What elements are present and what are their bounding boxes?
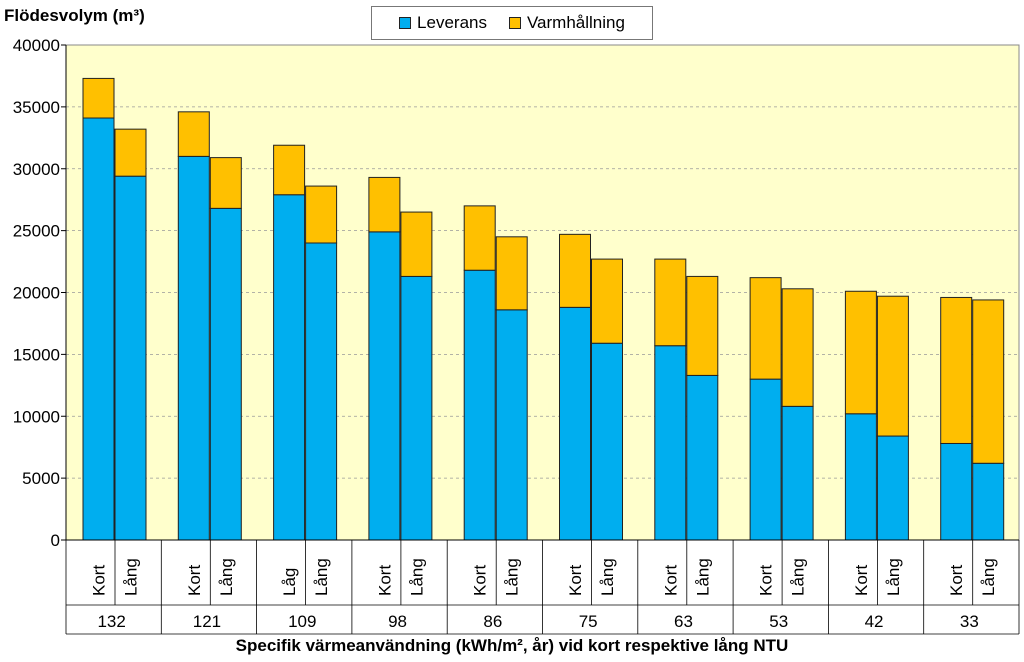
bar-varmhallning <box>495 236 528 311</box>
x-axis-table: Kort Lång 132 Kort Lång 121 Låg Lång 109 Kort Lång… <box>65 539 1020 635</box>
y-tick-label: 5000 <box>22 469 60 488</box>
x-subcategory-label: Lång <box>312 558 331 596</box>
x-group-label: 121 <box>193 612 221 631</box>
y-tick-label: 25000 <box>13 222 60 241</box>
bar-leverans <box>686 374 719 541</box>
x-subcategory-label: Kort <box>757 565 776 596</box>
legend: Leverans Varmhållning <box>371 6 653 40</box>
bar-varmhallning <box>463 205 496 271</box>
x-subcategory-label: Kort <box>375 565 394 596</box>
y-tick-label: 10000 <box>13 407 60 426</box>
y-tick-label: 40000 <box>13 36 60 55</box>
x-subcategory-label: Kort <box>947 565 966 596</box>
bar-varmhallning <box>177 111 210 157</box>
bar-varmhallning <box>559 233 591 308</box>
bars <box>82 77 1005 541</box>
bar-leverans <box>82 117 115 541</box>
x-subcategory-label: Kort <box>661 565 680 596</box>
y-tick-label: 35000 <box>13 98 60 117</box>
bar-leverans <box>305 242 338 541</box>
bar-varmhallning <box>940 296 973 444</box>
x-group-label: 109 <box>288 612 316 631</box>
bar-leverans <box>844 413 877 541</box>
y-tick-label: 30000 <box>13 160 60 179</box>
bar-leverans <box>273 194 306 541</box>
x-subcategory-label: Kort <box>566 565 585 596</box>
bar-varmhallning <box>654 258 687 347</box>
bar-leverans <box>559 306 591 541</box>
bar-varmhallning <box>972 299 1005 464</box>
x-group-label: 42 <box>865 612 884 631</box>
bar-varmhallning <box>305 185 338 244</box>
legend-label-leverans: Leverans <box>417 13 487 32</box>
legend-swatch-varmhallning <box>508 17 521 29</box>
x-subcategory-label: Lång <box>693 558 712 596</box>
bar-varmhallning <box>591 258 623 344</box>
x-subcategory-label: Låg <box>280 568 299 596</box>
x-axis-title: Specifik värmeanvändning (kWh/m², år) vi… <box>235 636 789 655</box>
x-subcategory-label: Lång <box>789 558 808 596</box>
y-axis-title: Flödesvolym (m³) <box>4 6 145 25</box>
x-subcategory-label: Lång <box>503 558 522 596</box>
bar-leverans <box>463 269 496 541</box>
legend-item-leverans: Leverans <box>399 13 487 33</box>
bar-leverans <box>749 378 782 541</box>
x-subcategory-label: Kort <box>852 565 871 596</box>
x-subcategory-label: Kort <box>471 565 490 596</box>
bar-leverans <box>940 442 973 541</box>
bar-leverans <box>368 231 401 541</box>
bar-varmhallning <box>273 144 306 196</box>
bar-varmhallning <box>114 128 147 177</box>
x-subcategory-label: Lång <box>122 558 141 596</box>
bar-varmhallning <box>686 275 719 376</box>
x-subcategory-label: Lång <box>884 558 903 596</box>
bar-leverans <box>209 207 242 541</box>
bar-varmhallning <box>781 288 814 407</box>
x-group-label: 33 <box>960 612 979 631</box>
bar-varmhallning <box>82 77 115 119</box>
y-tick-label: 20000 <box>13 284 60 303</box>
bar-leverans <box>591 342 623 541</box>
x-group-label: 98 <box>388 612 407 631</box>
bar-leverans <box>400 275 433 541</box>
x-subcategory-label: Lång <box>598 558 617 596</box>
bar-leverans <box>781 405 814 541</box>
bar-leverans <box>972 462 1005 541</box>
x-subcategory-label: Lång <box>217 558 236 596</box>
x-subcategory-label: Lång <box>407 558 426 596</box>
bar-leverans <box>654 345 687 541</box>
bar-leverans <box>114 175 147 541</box>
bar-varmhallning <box>844 290 877 415</box>
bar-varmhallning <box>749 277 782 380</box>
x-group-label: 86 <box>483 612 502 631</box>
y-tick-label: 0 <box>51 531 60 550</box>
legend-item-varmhallning: Varmhållning <box>508 13 625 33</box>
bar-leverans <box>177 155 210 541</box>
x-group-label: 53 <box>769 612 788 631</box>
bar-varmhallning <box>209 157 242 209</box>
y-axis-ticks: 0 5000 10000 15000 20000 25000 30000 35000 40000 <box>13 36 66 550</box>
bar-varmhallning <box>876 295 909 437</box>
x-group-label: 132 <box>97 612 125 631</box>
bar-varmhallning <box>368 176 401 233</box>
y-tick-label: 15000 <box>13 345 60 364</box>
legend-swatch-leverans <box>399 17 412 29</box>
bar-leverans <box>876 435 909 541</box>
x-subcategory-label: Lång <box>979 558 998 596</box>
x-group-label: 63 <box>674 612 693 631</box>
bar-varmhallning <box>400 211 433 277</box>
legend-label-varmhallning: Varmhållning <box>526 13 625 32</box>
x-subcategory-label: Kort <box>90 565 109 596</box>
x-group-label: 75 <box>579 612 598 631</box>
bar-leverans <box>495 309 528 541</box>
x-subcategory-label: Kort <box>185 565 204 596</box>
